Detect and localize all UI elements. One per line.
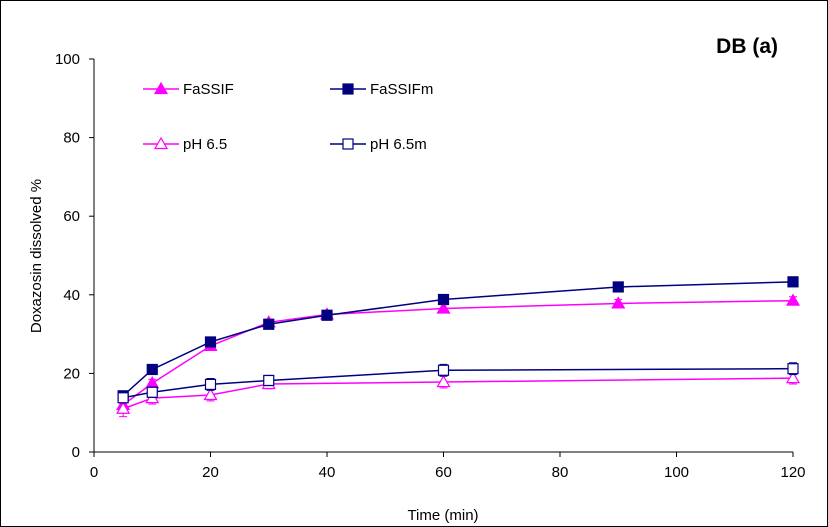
data-point — [116, 401, 131, 414]
legend-item-ph-6-5m: pH 6.5m — [330, 136, 427, 153]
data-point — [785, 370, 801, 384]
data-point — [612, 281, 624, 293]
y-tick-label: 60 — [63, 208, 80, 225]
chart-title: DB (a) — [716, 35, 778, 58]
series-layer — [116, 276, 801, 418]
data-point — [436, 301, 451, 314]
series-line — [122, 299, 794, 406]
data-point — [437, 293, 450, 306]
x-tick-label: 20 — [202, 464, 219, 481]
x-tick-label: 80 — [552, 464, 569, 481]
legend-marker — [153, 81, 169, 95]
legend-label: pH 6.5 — [183, 136, 227, 153]
data-point — [785, 293, 801, 306]
data-point — [204, 378, 217, 391]
data-point — [787, 363, 799, 375]
legend-marker — [153, 136, 169, 150]
legend-item-ph-6-5: pH 6.5 — [143, 136, 227, 153]
series-ph-6-5m — [117, 362, 799, 404]
data-point — [321, 309, 333, 321]
legend-item-fassif: FaSSIF — [143, 81, 234, 98]
data-point — [204, 336, 217, 348]
x-tick-label: 0 — [90, 464, 98, 481]
y-tick-label: 0 — [72, 444, 80, 461]
legend-item-fassifm: FaSSIFm — [330, 81, 433, 98]
data-point — [146, 363, 158, 376]
data-point — [787, 276, 799, 288]
legend-label: pH 6.5m — [370, 136, 427, 153]
data-point — [436, 374, 451, 388]
data-point — [263, 318, 275, 330]
y-tick-label: 100 — [55, 51, 80, 68]
legend-label: FaSSIFm — [370, 81, 433, 98]
series-line — [122, 281, 794, 397]
data-point — [263, 374, 275, 387]
y-tick-label: 20 — [63, 365, 80, 382]
data-point — [437, 364, 450, 376]
data-point — [117, 392, 129, 404]
x-tick-label: 100 — [664, 464, 689, 481]
y-axis-label: Doxazosin dissolved % — [28, 179, 45, 333]
legend-marker — [342, 83, 354, 95]
data-point — [203, 387, 218, 401]
legend-label: FaSSIF — [183, 81, 234, 98]
x-tick-label: 120 — [780, 464, 805, 481]
x-tick-label: 40 — [319, 464, 336, 481]
data-point — [611, 296, 626, 309]
y-tick-label: 80 — [63, 130, 80, 147]
y-tick-label: 40 — [63, 287, 80, 304]
legend-marker — [342, 138, 354, 150]
x-axis-label: Time (min) — [407, 507, 478, 524]
x-tick-label: 60 — [435, 464, 452, 481]
data-point — [146, 386, 158, 398]
legend: FaSSIF FaSSIFm pH 6.5 pH 6.5m — [143, 81, 433, 153]
axes: 0 20 40 60 80 100 0 20 40 60 80 100 120 — [55, 51, 806, 481]
